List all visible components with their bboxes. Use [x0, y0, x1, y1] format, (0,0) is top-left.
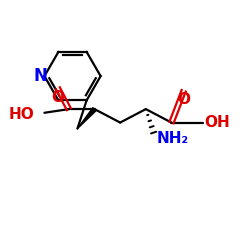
Polygon shape — [78, 108, 96, 129]
Text: O: O — [51, 90, 64, 104]
Text: OH: OH — [204, 115, 230, 130]
Text: HO: HO — [9, 106, 35, 122]
Text: N: N — [33, 67, 47, 85]
Text: NH₂: NH₂ — [157, 131, 189, 146]
Text: O: O — [177, 92, 190, 107]
